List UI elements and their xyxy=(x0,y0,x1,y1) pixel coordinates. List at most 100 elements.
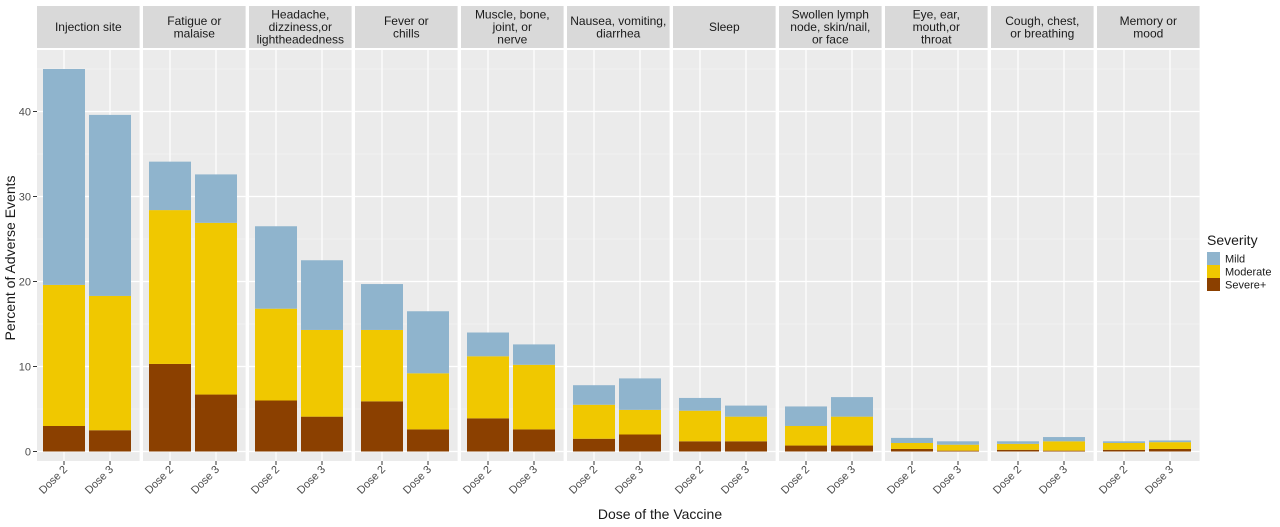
bar-segment-severe xyxy=(513,429,555,452)
bar-segment-moderate xyxy=(467,356,509,419)
bar-segment-moderate xyxy=(407,373,449,430)
facet-strip xyxy=(143,6,246,48)
bar-segment-severe xyxy=(195,394,237,452)
x-tick-label: Dose 3 xyxy=(189,464,222,497)
facet-panel: Injection site Dose 2 Dose 3 xyxy=(37,6,140,497)
facet-label: mouth,or xyxy=(913,20,960,34)
facet-label: diarrhea xyxy=(596,26,640,40)
facet-panel: Cough, chest,or breathing Dose 2 Dose 3 xyxy=(991,6,1094,497)
legend-key xyxy=(1207,265,1220,278)
bar-segment-severe xyxy=(1043,450,1085,452)
bar-segment-moderate xyxy=(573,404,615,439)
x-tick-label: Dose 2 xyxy=(461,464,494,497)
bar-segment-severe xyxy=(891,448,933,452)
x-tick-label: Dose 2 xyxy=(885,464,918,497)
facet-label: dizziness,or xyxy=(269,20,332,34)
x-axis-title: Dose of the Vaccine xyxy=(598,506,722,522)
bar-segment-moderate xyxy=(891,443,933,449)
facet-strip xyxy=(37,6,140,48)
bar-segment-mild xyxy=(619,378,661,410)
bar-segment-mild xyxy=(1103,441,1145,443)
bar-segment-moderate xyxy=(195,222,237,395)
facet-strip xyxy=(461,6,564,48)
x-tick-label: Dose 2 xyxy=(1097,464,1130,497)
x-tick-label: Dose 2 xyxy=(37,464,70,497)
facet-strip xyxy=(355,6,458,48)
bar-segment-severe xyxy=(149,363,191,452)
bar-segment-severe xyxy=(1103,449,1145,452)
x-tick-label: Dose 3 xyxy=(613,464,646,497)
bar-segment-severe xyxy=(679,441,721,452)
x-tick-label: Dose 3 xyxy=(401,464,434,497)
bar-segment-moderate xyxy=(619,409,661,435)
y-tick-label: 40 xyxy=(19,107,31,119)
x-tick-label: Dose 3 xyxy=(295,464,328,497)
bar-segment-mild xyxy=(513,344,555,365)
bar-segment-severe xyxy=(725,441,767,452)
bar-segment-mild xyxy=(937,441,979,445)
bar-segment-severe xyxy=(785,445,827,452)
x-tick-label: Dose 3 xyxy=(83,464,116,497)
x-tick-label: Dose 2 xyxy=(355,464,388,497)
bar-segment-mild xyxy=(301,260,343,330)
bar-segment-moderate xyxy=(725,416,767,442)
bar-segment-mild xyxy=(725,405,767,417)
x-tick-label: Dose 3 xyxy=(719,464,752,497)
y-tick-label: 20 xyxy=(19,277,31,289)
facet-label: Sleep xyxy=(709,20,740,34)
legend-label: Moderate xyxy=(1225,267,1271,279)
bar-segment-mild xyxy=(679,397,721,411)
bar-segment-mild xyxy=(573,385,615,405)
panel-background xyxy=(1097,50,1200,461)
bar-segment-mild xyxy=(43,69,85,285)
y-tick-label: 0 xyxy=(25,447,31,459)
bar-segment-moderate xyxy=(361,329,403,402)
bar-segment-moderate xyxy=(149,210,191,364)
facet-panel: Nausea, vomiting,diarrhea Dose 2 Dose 3 xyxy=(567,6,670,497)
facet-label: or face xyxy=(812,33,849,47)
bar-segment-mild xyxy=(1149,440,1191,443)
bar-segment-moderate xyxy=(301,329,343,417)
bar-segment-moderate xyxy=(43,284,85,426)
x-tick-label: Dose 3 xyxy=(1143,464,1176,497)
facet-label: Muscle, bone, xyxy=(475,8,550,22)
panel-background xyxy=(779,50,882,461)
bar-segment-severe xyxy=(407,429,449,452)
bar-segment-mild xyxy=(255,226,297,309)
bar-segment-severe xyxy=(89,430,131,452)
bar-segment-severe xyxy=(43,426,85,452)
facet-label: Injection site xyxy=(55,20,122,34)
facet-strip xyxy=(885,6,988,48)
legend-label: Severe+ xyxy=(1225,280,1266,292)
bar-segment-moderate xyxy=(255,308,297,401)
facet-label: mood xyxy=(1133,26,1163,40)
facet-label: malaise xyxy=(174,26,216,40)
x-tick-label: Dose 3 xyxy=(931,464,964,497)
facet-label: lightheadedness xyxy=(257,33,344,47)
facet-strip xyxy=(991,6,1094,48)
bar-segment-severe xyxy=(361,401,403,452)
facet-label: node, skin/nail, xyxy=(790,20,870,34)
facet-label: Swollen lymph xyxy=(792,8,869,22)
bar-segment-moderate xyxy=(679,410,721,442)
panel-background xyxy=(885,50,988,461)
x-tick-label: Dose 2 xyxy=(991,464,1024,497)
bar-segment-mild xyxy=(467,332,509,357)
bar-segment-mild xyxy=(785,406,827,426)
legend-label: Mild xyxy=(1225,254,1245,266)
facet-strip xyxy=(1097,6,1200,48)
bar-segment-mild xyxy=(1043,437,1085,442)
bar-segment-severe xyxy=(997,449,1039,452)
facet-panel: Sleep Dose 2 Dose 3 xyxy=(673,6,776,497)
facet-label: chills xyxy=(393,26,420,40)
panel-background xyxy=(991,50,1094,461)
bar-segment-mild xyxy=(361,284,403,330)
legend-key xyxy=(1207,252,1220,265)
